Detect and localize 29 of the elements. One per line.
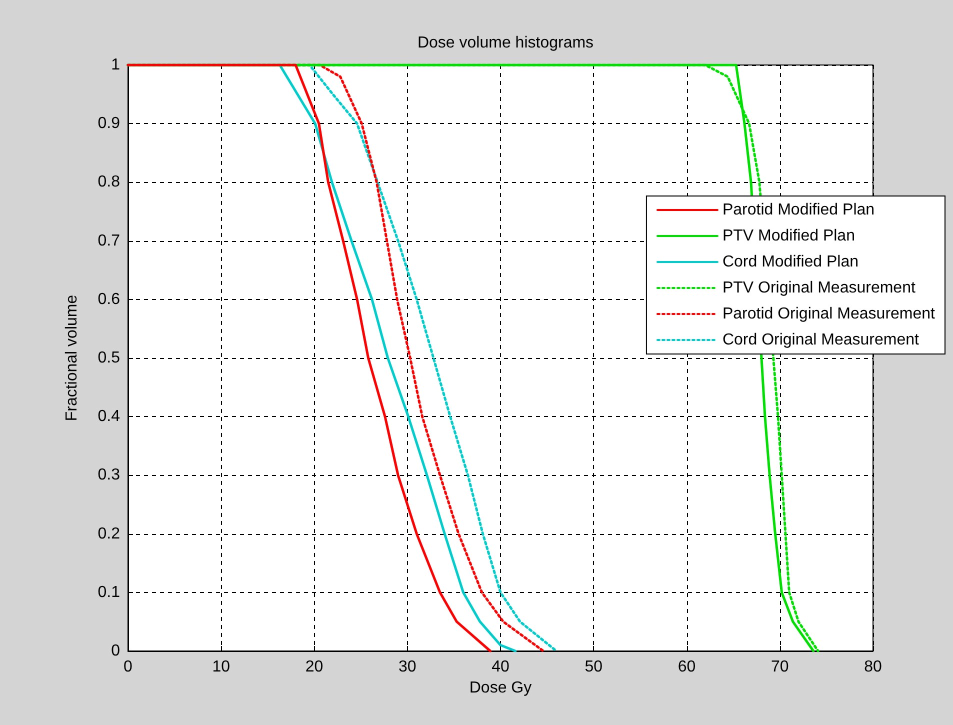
y-tick-label: 0.5 [98, 350, 120, 366]
legend-label: Cord Original Measurement [722, 332, 920, 348]
y-tick-label: 0.4 [98, 408, 120, 426]
y-tick-label: 0.8 [98, 174, 120, 191]
x-axis-title: Dose Gy [469, 679, 532, 696]
legend-label: Cord Modified Plan [722, 254, 859, 270]
x-tick-label: 40 [492, 658, 510, 676]
y-tick-label: 0.3 [98, 466, 120, 484]
legend-label: PTV Original Measurement [722, 280, 916, 296]
y-tick-label: 0 [111, 642, 120, 660]
y-tick-label: 0.2 [98, 525, 120, 542]
x-tick-label: 70 [770, 658, 789, 676]
y-tick-label: 0.7 [98, 232, 120, 250]
legend-label: Parotid Original Measurement [722, 306, 936, 322]
y-tick-label: 0.9 [98, 115, 120, 132]
x-tick-label: 30 [398, 658, 416, 676]
y-axis-title: Fractional volume [64, 294, 80, 422]
legend-label: Parotid Modified Plan [722, 202, 875, 218]
x-tick-label: 20 [305, 658, 324, 676]
x-tick-label: 50 [584, 658, 603, 676]
x-tick-label: 60 [678, 658, 696, 676]
y-tick-label: 1 [111, 56, 120, 74]
x-tick-label: 80 [864, 658, 882, 676]
x-tick-label: 10 [212, 658, 230, 676]
legend-label: PTV Modified Plan [722, 228, 855, 244]
y-tick-label: 0.6 [98, 290, 120, 308]
x-tick-label: 0 [124, 658, 133, 676]
chart-title: Dose volume histograms [417, 34, 594, 52]
y-tick-label: 0.1 [98, 584, 120, 601]
